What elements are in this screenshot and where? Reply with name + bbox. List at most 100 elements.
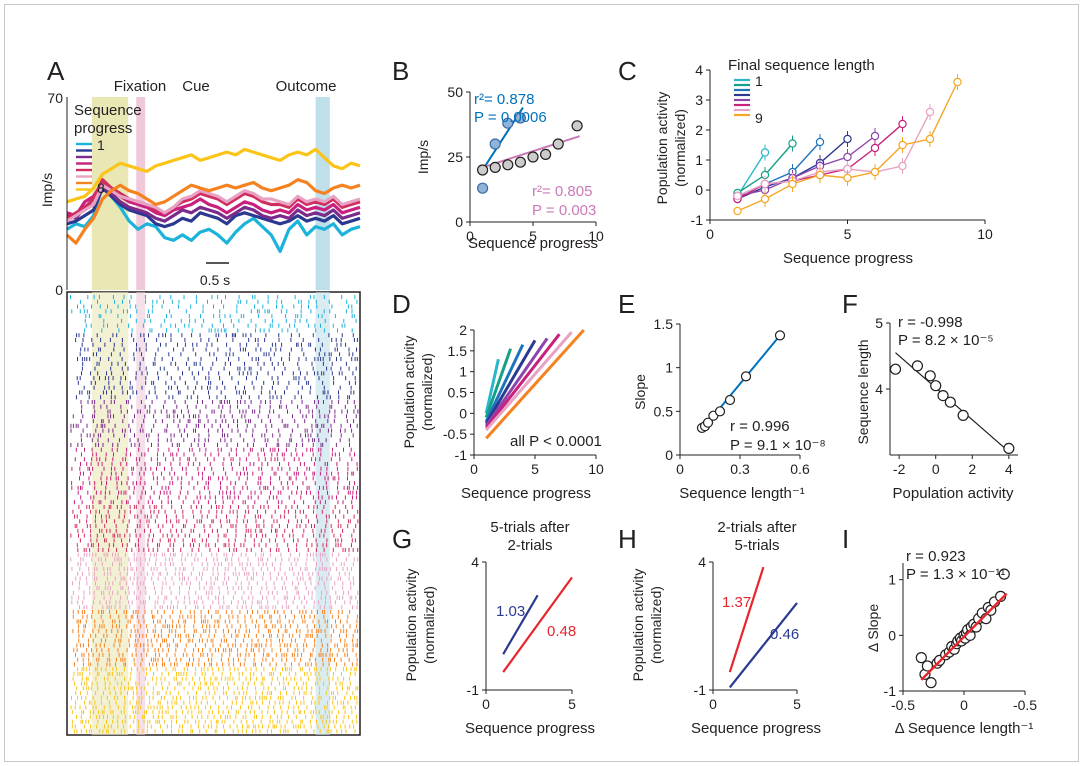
panel-b-point [477, 164, 489, 176]
panel-f-point [924, 370, 936, 382]
panel-f-point [957, 409, 969, 421]
panel-e-r-label: r = 0.996 [730, 418, 790, 435]
panel-h-ylabel: (normalized) [648, 586, 664, 664]
panel-d-xtick-label: 10 [588, 461, 604, 477]
panel-e-ylabel: Slope [632, 374, 648, 410]
panel-h-ytick-label: 4 [698, 554, 706, 570]
panel-c-point [733, 206, 742, 216]
panel-h-line-2 [728, 602, 798, 689]
panel-b-r2-label-1: r²= 0.878 [474, 91, 534, 108]
panel-g-ylabel: Population activity [403, 569, 419, 682]
panel-d-ytick-label: -0.5 [443, 426, 467, 442]
panel-i-r-label: r = 0.923 [906, 548, 966, 565]
panel-f-point [937, 390, 949, 402]
panel-e-ytick-label: 1 [665, 360, 673, 376]
panel-f-point [944, 396, 956, 408]
panel-c-xtick-label: 5 [844, 226, 852, 242]
panel-g-slope-label-2: 0.48 [547, 623, 576, 640]
panel-a-trace-2 [66, 186, 361, 229]
panel-d-fit-3 [484, 343, 525, 423]
panel-letter-B: B [392, 56, 409, 86]
panel-a-scalebar-label: 0.5 s [200, 272, 230, 288]
panel-e-xlabel: Sequence length⁻¹ [679, 485, 805, 502]
panel-a-trace-5 [66, 178, 361, 220]
panel-c-point [788, 139, 797, 148]
panel-c-xlabel: Sequence progress [783, 250, 913, 267]
panel-c-point [843, 152, 852, 162]
panel-letter-C: C [618, 56, 637, 86]
panel-c-ylabel: Population activity [654, 92, 670, 205]
panel-b-xlabel: Sequence progress [468, 235, 598, 252]
panel-letter-H: H [618, 524, 637, 554]
panel-c-point [925, 107, 935, 117]
panel-g-slope-label-1: 1.03 [496, 603, 525, 620]
panel-letter-G: G [392, 524, 412, 554]
panel-d-ytick-label: -1 [455, 447, 468, 463]
panel-letter-D: D [392, 289, 411, 319]
panel-i-xtick-label: 0 [960, 697, 968, 713]
panel-d-ytick-label: 1.5 [448, 343, 468, 359]
panel-d-ytick-label: 0 [459, 405, 467, 421]
panel-b-point [527, 151, 539, 163]
panel-g-line-2 [502, 576, 573, 673]
panel-c-point [843, 173, 852, 183]
panel-a-trace-8 [66, 147, 361, 204]
panel-g-xtick-label: 5 [568, 696, 576, 712]
panel-i-xlabel: Δ Sequence length⁻¹ [895, 720, 1034, 737]
panel-c-point [760, 148, 770, 157]
panel-e-point [774, 330, 786, 341]
panel-c-series-7 [737, 111, 931, 197]
epoch-label-outcome: Outcome [276, 78, 337, 95]
panel-a-trace-7 [65, 178, 361, 245]
panel-f-point [889, 363, 902, 375]
panel-i-ylabel: Δ Slope [865, 604, 881, 652]
panel-d-xtick-label: 0 [470, 461, 478, 477]
panel-i-ytick-label: 1 [888, 572, 896, 588]
panel-a-trace-6 [66, 183, 361, 223]
panel-c-point [870, 131, 880, 141]
panel-f-xtick-label: 4 [1005, 461, 1013, 477]
epoch-label-fixation: Fixation [114, 78, 167, 95]
panel-g-ytick-label: 4 [471, 554, 479, 570]
panel-b-point [502, 159, 514, 171]
panel-a-ylabel: Imp/s [39, 173, 55, 207]
panel-e-ytick-label: 1.5 [654, 316, 674, 332]
panel-a-trace-3 [66, 183, 361, 223]
panel-b-p-label-2: P = 0.003 [532, 202, 596, 219]
panel-f-point [911, 360, 924, 372]
panel-f-ytick-label: 4 [875, 381, 883, 397]
panel-f-xtick-label: 2 [968, 461, 976, 477]
epoch-label-cue: Cue [182, 78, 210, 95]
panel-d-fit-6 [485, 333, 561, 429]
panel-d-fit-8 [485, 328, 585, 440]
panel-e-point [740, 371, 752, 382]
panel-h-ytick-label: -1 [694, 682, 707, 698]
panel-c-legend-label-1: 1 [755, 73, 763, 89]
panel-f-xlabel: Population activity [893, 485, 1014, 502]
panel-d-xlabel: Sequence progress [461, 485, 591, 502]
panel-d-fit-4 [484, 339, 537, 425]
panel-c-ytick-label: 3 [695, 92, 703, 108]
panel-f-r-label: r = -0.998 [898, 314, 963, 331]
panel-d-ytick-label: 0.5 [448, 385, 468, 401]
panel-i-ytick-label: 0 [888, 627, 896, 643]
panel-d-fit-1 [484, 358, 500, 414]
panel-c-ylabel: (normalized) [672, 109, 688, 187]
panel-i-p-label: P = 1.3 × 10⁻¹¹ [906, 566, 1005, 583]
panel-c-series-1 [736, 152, 766, 197]
panel-c-point [898, 140, 907, 150]
panel-c-point [843, 134, 852, 144]
panel-b-point [571, 120, 583, 132]
panel-h-slope-label-1: 1.37 [722, 594, 751, 611]
panel-c-xtick-label: 10 [977, 226, 993, 242]
panel-d-ylabel: Population activity [401, 336, 417, 449]
panel-i-point [998, 568, 1010, 580]
panel-a-ytick-label: 0 [55, 282, 63, 298]
panel-f-ytick-label: 5 [875, 315, 883, 331]
panel-c-point [953, 77, 962, 87]
panel-d-ylabel: (normalized) [419, 353, 435, 431]
panel-a-legend-title: Sequence [74, 102, 142, 119]
panel-d-fit-7 [485, 331, 573, 431]
panel-letter-I: I [842, 524, 849, 554]
